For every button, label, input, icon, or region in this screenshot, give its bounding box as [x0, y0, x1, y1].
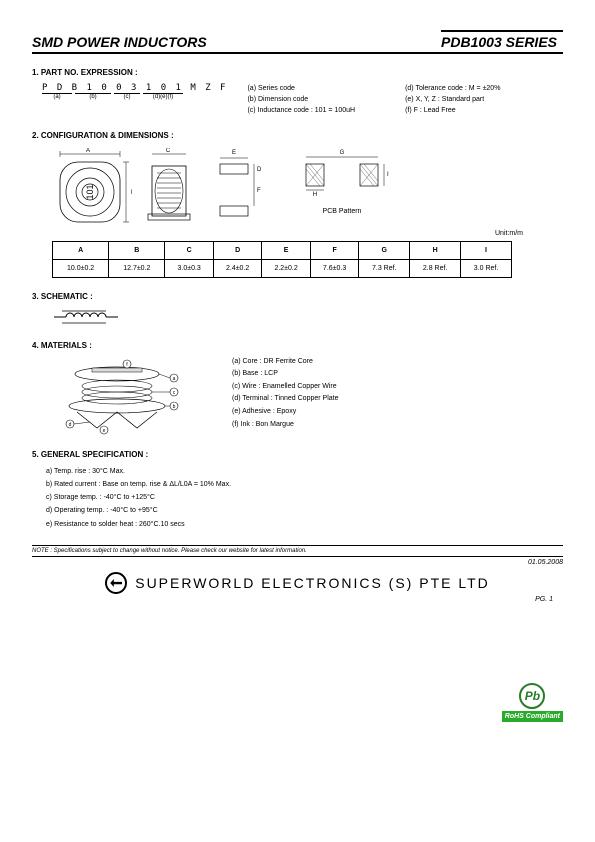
rohs-badge: Pb RoHS Compliant — [502, 683, 563, 722]
svg-text:101: 101 — [85, 184, 95, 199]
svg-text:A: A — [86, 148, 90, 154]
svg-text:d: d — [69, 422, 72, 428]
svg-text:D: D — [257, 167, 262, 173]
section5-heading: 5. GENERAL SPECIFICATION : — [32, 450, 563, 459]
dimension-diagrams: A 101 B C E D F G — [52, 148, 563, 226]
series-label: PDB1003 SERIES — [441, 30, 563, 50]
svg-text:E: E — [232, 150, 236, 156]
svg-text:b: b — [173, 404, 176, 410]
partno-under: (a) (b) (c) (d)(e)(f) — [42, 93, 227, 100]
partno-code: P D B 1 0 0 3 1 0 1 M Z F — [42, 83, 227, 93]
dimensions-table: ABC DEF GHI 10.0±0.212.7±0.23.0±0.3 2.4±… — [52, 241, 512, 278]
svg-text:e: e — [103, 428, 106, 434]
partno-desc-right: (d) Tolerance code : M = ±20% (e) X, Y, … — [405, 83, 500, 117]
company-logo-icon — [105, 572, 127, 594]
date-text: 01.05.2008 — [32, 559, 563, 566]
svg-text:I: I — [387, 172, 389, 178]
note-text: NOTE : Specifications subject to change … — [32, 545, 563, 557]
svg-text:G: G — [340, 150, 345, 156]
pcb-label: PCB Pattern — [292, 208, 392, 215]
materials-list: (a) Core : DR Ferrite Core (b) Base : LC… — [232, 356, 338, 432]
unit-label: Unit:m/m — [32, 230, 523, 237]
svg-text:F: F — [257, 188, 261, 194]
svg-text:B: B — [131, 190, 132, 196]
section3-heading: 3. SCHEMATIC : — [32, 292, 563, 301]
svg-text:H: H — [313, 192, 317, 198]
company-name: SUPERWORLD ELECTRONICS (S) PTE LTD — [135, 575, 490, 591]
svg-text:C: C — [166, 148, 171, 154]
section4-heading: 4. MATERIALS : — [32, 341, 563, 350]
page-title: SMD POWER INDUCTORS — [32, 34, 207, 50]
section1-heading: 1. PART NO. EXPRESSION : — [32, 68, 563, 77]
general-spec-list: a) Temp. rise : 30°C Max. b) Rated curre… — [32, 465, 563, 531]
page-number: PG. 1 — [32, 596, 563, 603]
materials-diagram: f a c b d e — [52, 356, 202, 436]
schematic-diagram — [52, 307, 563, 327]
pb-icon: Pb — [519, 683, 545, 709]
section2-heading: 2. CONFIGURATION & DIMENSIONS : — [32, 131, 563, 140]
svg-text:a: a — [173, 376, 176, 382]
partno-desc-left: (a) Series code (b) Dimension code (c) I… — [247, 83, 355, 117]
